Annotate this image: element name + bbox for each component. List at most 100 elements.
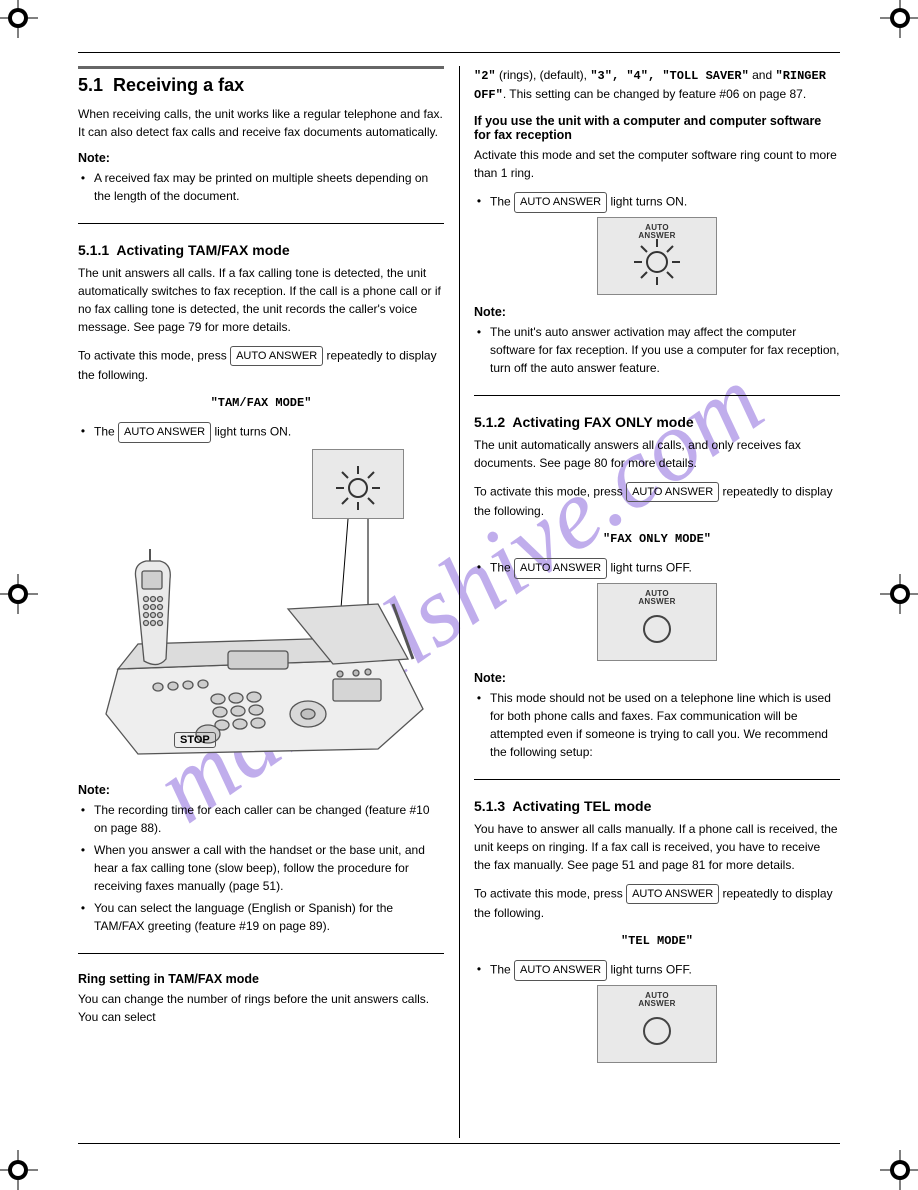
t: light turns OFF. [610,962,691,976]
divider [78,223,444,224]
bullet-icon: • [78,841,88,895]
bullet-icon: • [78,169,88,205]
note2-bullet-2: • When you answer a call with the handse… [78,841,444,895]
note2-label: Note: [78,783,444,797]
regmark-mr [880,574,918,614]
auto-answer-light-off-icon: AUTO ANSWER [597,985,717,1063]
mono: "3", "4", "TOLL SAVER" [590,69,748,83]
note2-text: You can select the language (English or … [94,899,444,935]
content-area: 5.1 Receiving a fax When receiving calls… [78,66,840,1138]
light-off-icon [643,615,671,643]
display-text: "TEL MODE" [474,932,840,950]
r1-body: "2" (rings), (default), "3", "4", "TOLL … [474,66,840,104]
note2-text: The recording time for each caller can b… [94,801,444,837]
sub1-bullet: • The AUTO ANSWER light turns ON. [78,422,444,443]
regmark-tl [0,0,38,38]
divider [474,395,840,396]
t: light turns ON. [610,194,687,208]
t: (default), [540,68,587,82]
sub3-note-bullet: • This mode should not be used on a tele… [474,689,840,761]
sub3-note-label: Note: [474,671,840,685]
bullet-icon: • [474,323,484,377]
fax-device-icon [78,509,444,769]
sub3-body-1: The unit automatically answers all calls… [474,436,840,472]
sub4-body-2: To activate this mode, press AUTO ANSWER… [474,884,840,923]
device-illustration: AUTO ANSWER [78,449,444,769]
r1-bullet-text: The AUTO ANSWER light turns ON. [490,192,687,213]
divider [474,779,840,780]
sub3-title: 5.1.2 Activating FAX ONLY mode [474,414,840,430]
sub3-bullet: • The AUTO ANSWER light turns OFF. [474,558,840,579]
t: light turns ON. [214,425,291,439]
section-bar [78,66,444,69]
t: The [94,425,115,439]
auto-answer-button-ref: AUTO ANSWER [118,422,211,443]
note-bullet: • A received fax may be printed on multi… [78,169,444,205]
display-text: "FAX ONLY MODE" [474,530,840,548]
t: To activate this mode, press [474,484,623,498]
icon-label: AUTO ANSWER [638,992,675,1010]
auto-answer-button-ref: AUTO ANSWER [230,346,323,367]
auto-answer-button-ref: AUTO ANSWER [626,884,719,905]
bullet-icon: • [78,899,88,935]
light-on-icon [629,234,685,290]
t: The [490,194,511,208]
note2-text: When you answer a call with the handset … [94,841,444,895]
callout-stop-label: STOP [174,732,216,748]
right-column: "2" (rings), (default), "3", "4", "TOLL … [474,66,840,1073]
r1-bullet: • The AUTO ANSWER light turns ON. [474,192,840,213]
light-on-icon [332,462,384,514]
auto-answer-button-ref: AUTO ANSWER [514,558,607,579]
sub3-text: Activating FAX ONLY mode [512,414,693,430]
auto-answer-button-ref: AUTO ANSWER [514,192,607,213]
t: (rings), [499,68,536,82]
sub1-text: Activating TAM/FAX mode [116,242,289,258]
regmark-tr [880,0,918,38]
stop-button-ref: STOP [174,732,216,748]
auto-answer-light-on-icon: AUTO ANSWER [597,217,717,295]
sub4-title: 5.1.3 Activating TEL mode [474,798,840,814]
sub3-body-2: To activate this mode, press AUTO ANSWER… [474,482,840,521]
t: The [490,560,511,574]
bullet-icon: • [78,801,88,837]
section-title-text: Receiving a fax [113,75,244,95]
lead-in-text: When receiving calls, the unit works lik… [78,105,444,141]
note2-bullet-1: • The recording time for each caller can… [78,801,444,837]
section-title: 5.1 Receiving a fax [78,75,444,97]
bullet-icon: • [78,422,88,443]
t: The [490,962,511,976]
note-bullet-text: A received fax may be printed on multipl… [94,169,444,205]
sub4-body: You have to answer all calls manually. I… [474,820,840,874]
t: . This setting can be changed by feature… [503,87,806,101]
sub3-note-text: This mode should not be used on a teleph… [490,689,840,761]
sub1-body-1: The unit answers all calls. If a fax cal… [78,264,444,336]
mono: "2" [474,69,496,83]
auto-answer-button-ref: AUTO ANSWER [626,482,719,503]
section-number: 5.1 [78,75,103,95]
auto-answer-button-ref: AUTO ANSWER [514,960,607,981]
note2-bullet-3: • You can select the language (English o… [78,899,444,935]
sub2-body: You can change the number of rings befor… [78,990,444,1026]
sub4-text: Activating TEL mode [512,798,651,814]
display-text: "TAM/FAX MODE" [78,394,444,412]
regmark-bl [0,1150,38,1190]
sub1-title: 5.1.1 Activating TAM/FAX mode [78,242,444,258]
r1-note-label: Note: [474,305,840,319]
t: and [752,68,772,82]
bullet-icon: • [474,689,484,761]
regmark-br [880,1150,918,1190]
bullet-icon: • [474,558,484,579]
t: light turns OFF. [610,560,691,574]
regmark-ml [0,574,38,614]
icon-label: AUTO ANSWER [638,590,675,608]
r1-step-lead: Activate this mode and set the computer … [474,146,840,182]
r1-note-text: The unit's auto answer activation may af… [490,323,840,377]
sub4-num: 5.1.3 [474,798,505,814]
note-label: Note: [78,151,444,165]
auto-answer-light-off-icon: AUTO ANSWER [597,583,717,661]
bullet-icon: • [474,960,484,981]
sub4-bullet: • The AUTO ANSWER light turns OFF. [474,960,840,981]
sub1-body-2: To activate this mode, press AUTO ANSWER… [78,346,444,385]
page: manualshive.com 5.1 Receiving a fax When… [0,0,918,1188]
sub4-bullet-text: The AUTO ANSWER light turns OFF. [490,960,692,981]
